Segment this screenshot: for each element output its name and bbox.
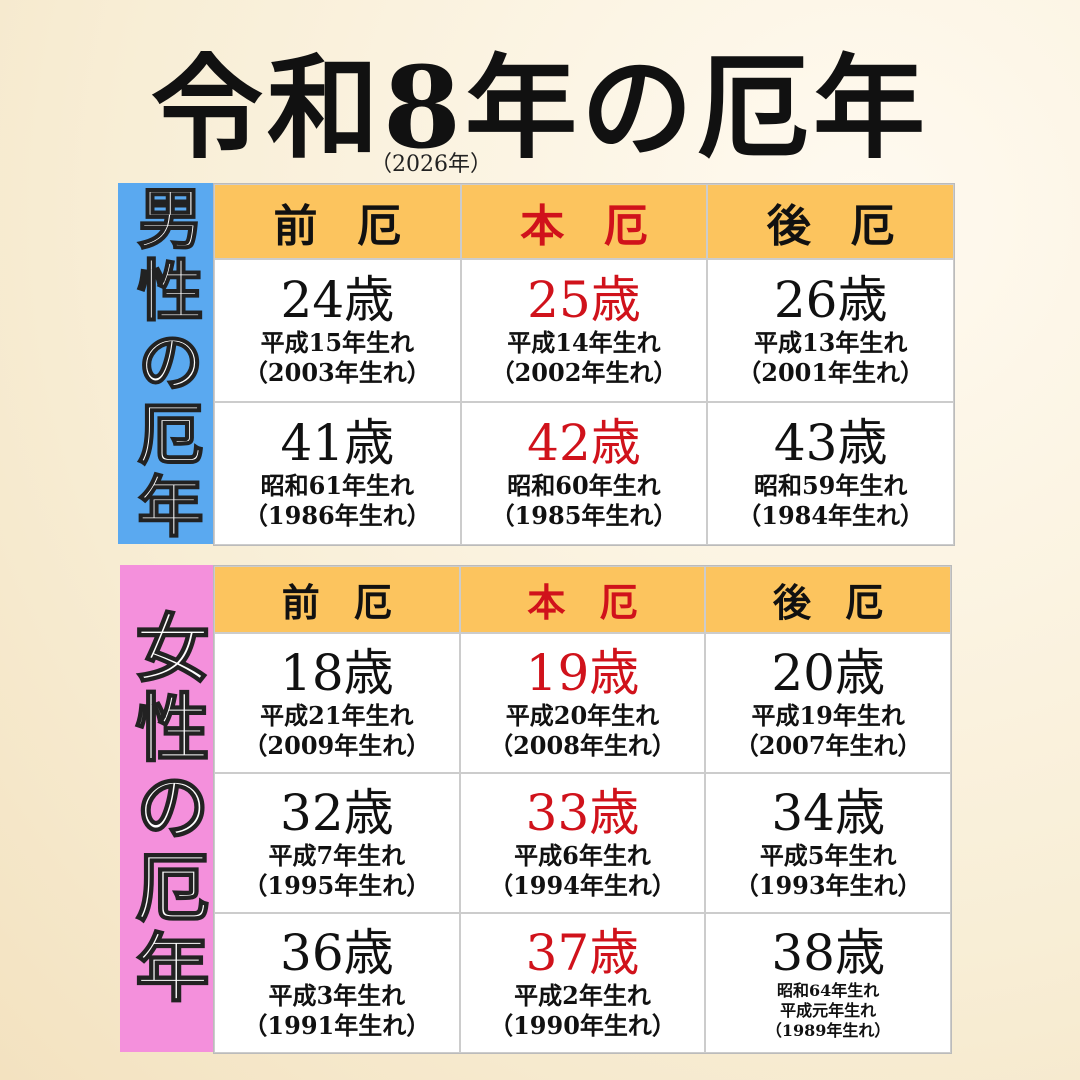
age: 43歳 [773,414,888,472]
birth-year: 平成5年生れ [759,840,897,870]
birth-year: （1986年生れ） [243,501,431,530]
column-header: 後厄 [707,184,954,259]
cell: 34歳 平成5年生れ （1993年生れ） [705,773,951,913]
table: 前厄 本厄 後厄 24歳 平成15年生れ （2003年生れ） 25歳 平成14年生れ （2002… [213,183,955,546]
age: 24歳 [280,271,395,329]
birth-year: 平成13年生れ [753,328,908,357]
table-label: 女性の厄年 [120,565,213,1052]
birth-year: 昭和59年生れ [753,471,908,500]
birth-year: 平成21年生れ [260,700,414,730]
birth-year: （2001年生れ） [737,358,925,387]
birth-year: （1993年生れ） [734,870,922,900]
birth-year: 平成15年生れ [260,328,415,357]
column-header: 本厄 [460,184,708,259]
subtitle: （2026年） [370,152,492,177]
column-header: 前厄 [214,566,460,633]
age: 26歳 [773,271,888,329]
cell: 32歳 平成7年生れ （1995年生れ） [214,773,460,913]
table: 前厄 本厄 後厄 18歳 平成21年生れ （2009年生れ） 19歳 平成20年生れ （2008… [213,565,952,1054]
birth-year: （1985年生れ） [490,501,678,530]
age: 18歳 [280,643,394,702]
birth-year: 平成20年生れ [505,700,660,730]
birth-year: （2009年生れ） [243,730,431,760]
cell: 33歳 平成6年生れ （1994年生れ） [459,773,706,913]
birth-year: （1991年生れ） [243,1010,431,1040]
cell: 37歳 平成2年生れ （1990年生れ） [459,913,706,1053]
age: 41歳 [280,414,395,472]
age: 20歳 [771,643,885,702]
birth-year: （2007年生れ） [734,730,922,760]
birth-year: （1990年生れ） [489,1010,676,1040]
cell: 18歳 平成21年生れ （2009年生れ） [214,633,460,773]
table-block: 男性の厄年 前厄 本厄 後厄 24歳 平成15年生れ （2003年生れ） 25歳 平成14年生れ… [118,183,955,546]
birth-year: 昭和60年生れ [507,471,661,500]
cell: 24歳 平成15年生れ （2003年生れ） [214,259,461,402]
birth-year: （1984年生れ） [737,501,925,530]
age: 19歳 [525,643,640,702]
cell: 41歳 昭和61年生れ （1986年生れ） [214,402,461,545]
birth-year: （2002年生れ） [490,358,678,387]
age: 33歳 [525,783,640,842]
birth-year: 平成7年生れ [268,840,406,870]
column-header: 後厄 [705,566,951,633]
cell: 26歳 平成13年生れ （2001年生れ） [707,259,954,402]
birth-year: 平成元年生れ [780,1000,877,1020]
age: 36歳 [280,923,394,982]
title: 令和8年の厄年 [151,43,929,174]
cell: 19歳 平成20年生れ （2008年生れ） [459,633,706,773]
birth-year: （1994年生れ） [489,870,676,900]
column-header: 本厄 [459,566,706,633]
age: 32歳 [280,783,394,842]
birth-year: 平成19年生れ [751,700,905,730]
birth-year: （1995年生れ） [243,870,431,900]
cell: 43歳 昭和59年生れ （1984年生れ） [707,402,954,545]
column-header: 前厄 [214,184,461,259]
age: 42歳 [527,414,641,472]
cell: 38歳 昭和64年生れ 平成元年生れ （1989年生れ） [705,913,951,1053]
cell: 42歳 昭和60年生れ （1985年生れ） [460,402,708,545]
cell: 20歳 平成19年生れ （2007年生れ） [705,633,951,773]
table-block: 女性の厄年 前厄 本厄 後厄 18歳 平成21年生れ （2009年生れ） 19歳 平成20年生れ… [120,565,952,1054]
age: 25歳 [527,271,641,329]
age: 37歳 [525,923,640,982]
table-label: 男性の厄年 [118,183,213,545]
age: 38歳 [771,923,885,982]
birth-year: （2008年生れ） [489,730,676,760]
birth-year: 平成3年生れ [268,980,406,1010]
cell: 36歳 平成3年生れ （1991年生れ） [214,913,460,1053]
birth-year: （1989年生れ） [765,1020,891,1040]
birth-year: 平成14年生れ [507,328,661,357]
birth-year: 平成6年生れ [514,840,651,870]
age: 34歳 [771,783,885,842]
birth-year: 昭和61年生れ [260,471,415,500]
cell: 25歳 平成14年生れ （2002年生れ） [460,259,708,402]
birth-year: 昭和64年生れ [777,980,880,1000]
birth-year: （2003年生れ） [243,358,431,387]
birth-year: 平成2年生れ [514,980,651,1010]
